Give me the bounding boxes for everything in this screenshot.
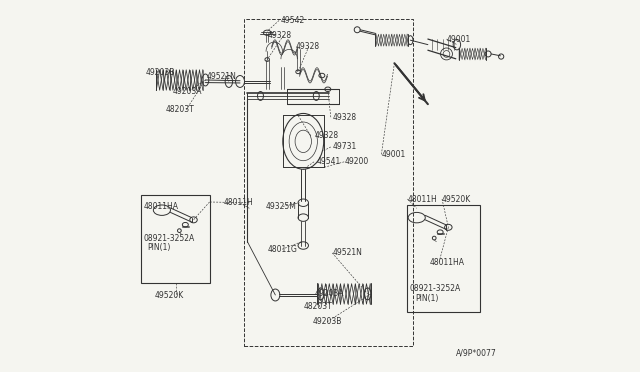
Text: 48203T: 48203T bbox=[166, 105, 195, 114]
Bar bbox=[408, 205, 480, 312]
Text: 49328: 49328 bbox=[268, 31, 292, 40]
Text: PIN(1): PIN(1) bbox=[147, 243, 170, 252]
Text: 49203A: 49203A bbox=[173, 87, 202, 96]
Text: 48011HA: 48011HA bbox=[429, 258, 465, 267]
Text: 49520K: 49520K bbox=[442, 195, 471, 203]
Bar bbox=[141, 195, 209, 283]
Text: A/9P*0077: A/9P*0077 bbox=[456, 349, 497, 358]
Text: 49203B: 49203B bbox=[145, 68, 175, 77]
Text: 49521N: 49521N bbox=[333, 248, 363, 257]
Text: 49203A: 49203A bbox=[314, 289, 344, 298]
Text: 49521N: 49521N bbox=[207, 72, 236, 81]
Text: 48011H: 48011H bbox=[408, 195, 437, 203]
Text: 49520K: 49520K bbox=[154, 291, 184, 300]
Text: 49542: 49542 bbox=[281, 16, 305, 25]
Text: 49328: 49328 bbox=[333, 113, 357, 122]
Text: 49328: 49328 bbox=[296, 42, 320, 51]
Text: 49325M: 49325M bbox=[266, 202, 297, 211]
Text: 48011H: 48011H bbox=[223, 198, 253, 207]
Text: 49731: 49731 bbox=[333, 142, 357, 151]
Text: 49328: 49328 bbox=[314, 131, 339, 140]
Bar bbox=[244, 19, 413, 346]
Text: 49001: 49001 bbox=[381, 150, 406, 159]
Text: 49001: 49001 bbox=[447, 35, 471, 44]
Text: 48011HA: 48011HA bbox=[143, 202, 179, 211]
Text: PIN(1): PIN(1) bbox=[415, 294, 438, 303]
Text: 49200: 49200 bbox=[344, 157, 369, 166]
Text: 49541: 49541 bbox=[316, 157, 340, 166]
Text: 08921-3252A: 08921-3252A bbox=[410, 284, 461, 293]
Text: 48011G: 48011G bbox=[268, 245, 298, 254]
Text: 49203B: 49203B bbox=[312, 317, 342, 326]
Text: 08921-3252A: 08921-3252A bbox=[143, 234, 195, 243]
Text: 48203T: 48203T bbox=[303, 302, 332, 311]
